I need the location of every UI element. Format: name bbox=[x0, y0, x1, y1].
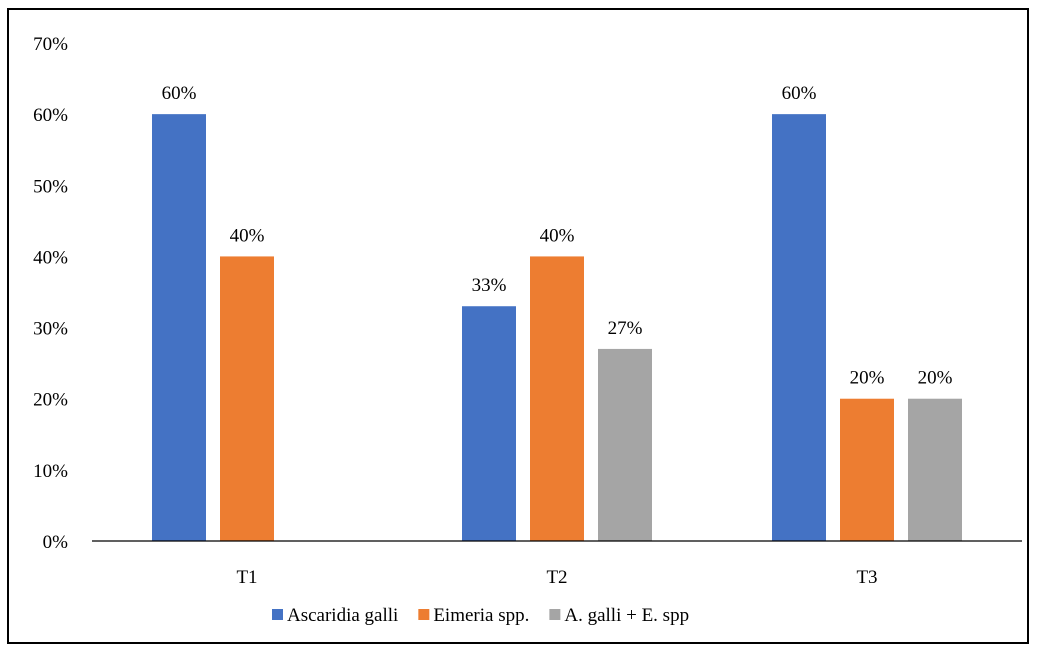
bar-ascaridia-galli-t2 bbox=[462, 306, 516, 541]
y-tick-label: 50% bbox=[33, 176, 68, 197]
legend-label: Eimeria spp. bbox=[433, 605, 529, 626]
data-label: 60% bbox=[782, 83, 817, 104]
y-tick-label: 30% bbox=[33, 319, 68, 340]
x-axis-labels: T1 T2 T3 bbox=[236, 567, 877, 588]
x-tick-label: T2 bbox=[546, 567, 567, 588]
y-tick-label: 60% bbox=[33, 105, 68, 126]
bar-eimeria-spp-t1 bbox=[220, 256, 274, 541]
y-tick-label: 40% bbox=[33, 247, 68, 268]
legend-swatch bbox=[549, 609, 561, 620]
bar-a-galli-e-spp-t2 bbox=[598, 348, 652, 541]
legend-label: Ascaridia galli bbox=[287, 605, 398, 626]
legend-label: A. galli + E. spp bbox=[564, 605, 689, 626]
legend-item: Eimeria spp. bbox=[418, 605, 529, 626]
y-tick-label: 0% bbox=[43, 532, 69, 553]
legend: Ascaridia galli Eimeria spp. A. galli + E.… bbox=[272, 605, 689, 626]
x-tick-label: T3 bbox=[856, 567, 877, 588]
data-label: 40% bbox=[230, 225, 265, 246]
legend-swatch bbox=[418, 609, 430, 620]
y-tick-label: 10% bbox=[33, 461, 68, 482]
data-label: 40% bbox=[540, 225, 575, 246]
y-tick-label: 70% bbox=[33, 34, 68, 55]
legend-swatch bbox=[272, 609, 283, 620]
bar-ascaridia-galli-t1 bbox=[152, 114, 206, 542]
bar-ascaridia-galli-t3 bbox=[772, 114, 826, 542]
legend-item: A. galli + E. spp bbox=[549, 605, 689, 626]
data-label: 20% bbox=[850, 368, 885, 389]
bar-eimeria-spp-t2 bbox=[530, 256, 584, 541]
data-label: 20% bbox=[918, 368, 953, 389]
data-label: 33% bbox=[472, 275, 507, 296]
bar-eimeria-spp-t3 bbox=[840, 398, 894, 541]
y-tick-label: 20% bbox=[33, 390, 68, 411]
data-labels: 60% 40% 33% 40% 27% 60% 20% 20% bbox=[162, 83, 953, 389]
data-label: 60% bbox=[162, 83, 197, 104]
bar-a-galli-e-spp-t3 bbox=[908, 398, 962, 541]
bars bbox=[152, 114, 962, 542]
data-label: 27% bbox=[608, 318, 643, 339]
legend-item: Ascaridia galli bbox=[272, 605, 398, 626]
x-tick-label: T1 bbox=[236, 567, 257, 588]
y-axis-labels: 0% 10% 20% 30% 40% 50% 60% 70% bbox=[33, 34, 68, 553]
